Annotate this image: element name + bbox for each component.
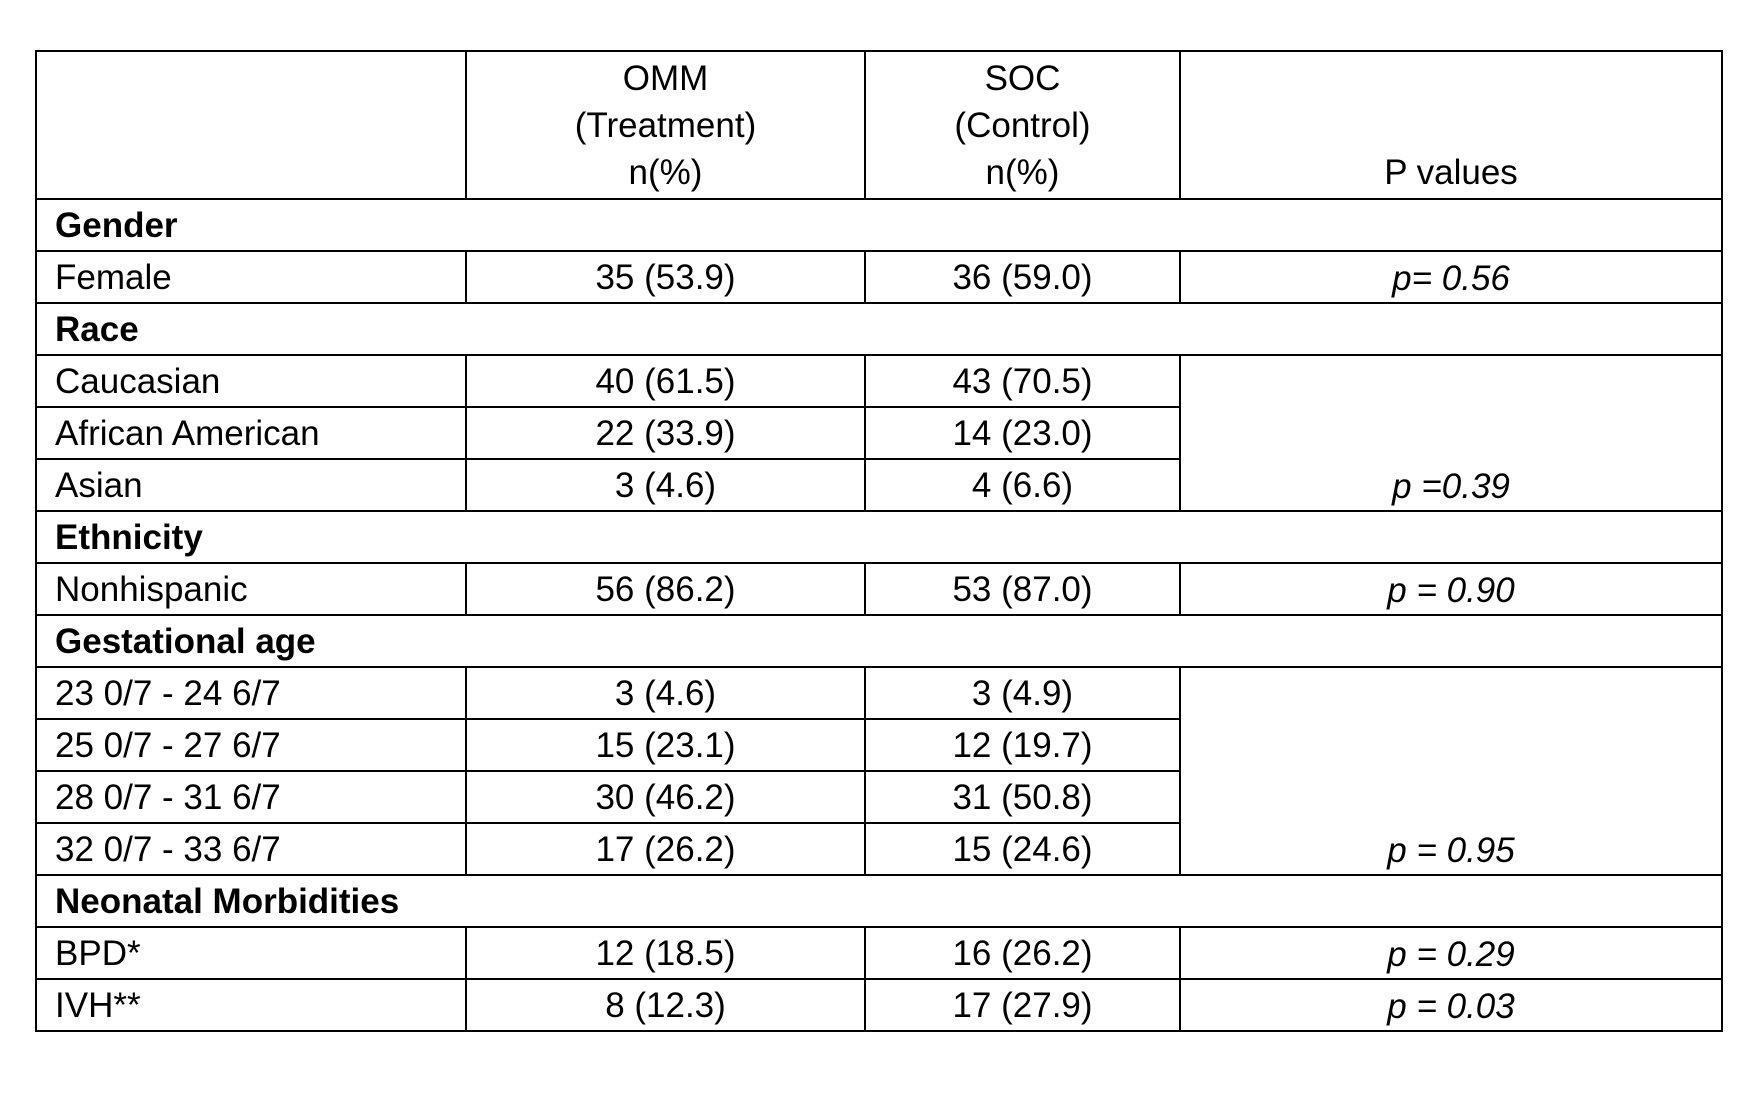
- header-p-values: P values: [1179, 50, 1723, 200]
- table-row: BPD* 12 (18.5) 16 (26.2) p = 0.29: [35, 926, 1723, 980]
- soc-value: 16 (26.2): [864, 926, 1181, 980]
- omm-value: 35 (53.9): [465, 250, 866, 304]
- omm-value: 15 (23.1): [465, 718, 866, 772]
- section-title: Ethnicity: [35, 510, 1723, 564]
- omm-value: 22 (33.9): [465, 406, 866, 460]
- table-row: 23 0/7 - 24 6/7 3 (4.6) 3 (4.9) p = 0.95: [35, 666, 1723, 876]
- table-row: IVH** 8 (12.3) 17 (27.9) p = 0.03: [35, 978, 1723, 1032]
- row-label: 28 0/7 - 31 6/7: [35, 770, 467, 824]
- row-label: Caucasian: [35, 354, 467, 408]
- row-label: 32 0/7 - 33 6/7: [35, 822, 467, 876]
- soc-value: 36 (59.0): [864, 250, 1181, 304]
- header-soc-line: (Control): [954, 106, 1091, 145]
- p-value: p = 0.90: [1179, 562, 1723, 616]
- section-title: Gestational age: [35, 614, 1723, 668]
- table-row: 25 0/7 - 27 6/7 15 (23.1) 12 (19.7): [35, 718, 1722, 772]
- header-omm: OMM (Treatment) n(%): [465, 50, 866, 200]
- p-value: p = 0.29: [1179, 926, 1723, 980]
- section-row-race: Race: [35, 302, 1723, 356]
- omm-value: 56 (86.2): [465, 562, 866, 616]
- row-label: African American: [35, 406, 467, 460]
- section-row-gender: Gender: [35, 198, 1723, 252]
- section-row-neonatal-morbidities: Neonatal Morbidities: [35, 874, 1723, 928]
- soc-value: 43 (70.5): [864, 354, 1181, 408]
- section-row-gestational-age: Gestational age: [35, 614, 1723, 668]
- p-value: p =0.39: [1179, 354, 1723, 512]
- row-label: 25 0/7 - 27 6/7: [35, 718, 467, 772]
- p-value: p = 0.95: [1179, 666, 1723, 876]
- header-omm-line: (Treatment): [574, 106, 757, 145]
- omm-value: 8 (12.3): [465, 978, 866, 1032]
- header-omm-line: n(%): [628, 153, 703, 192]
- header-soc-line: n(%): [985, 153, 1060, 192]
- soc-value: 17 (27.9): [864, 978, 1181, 1032]
- row-label: Nonhispanic: [35, 562, 467, 616]
- table-row: Female 35 (53.9) 36 (59.0) p= 0.56: [35, 250, 1723, 304]
- row-label: BPD*: [35, 926, 467, 980]
- soc-value: 31 (50.8): [864, 770, 1181, 824]
- table-header-row: OMM (Treatment) n(%) SOC (Control) n(%) …: [35, 50, 1723, 200]
- table-row: Asian 3 (4.6) 4 (6.6): [35, 458, 1722, 512]
- section-title: Race: [35, 302, 1723, 356]
- demographics-table: OMM (Treatment) n(%) SOC (Control) n(%) …: [35, 50, 1723, 1032]
- p-value: p = 0.03: [1179, 978, 1723, 1032]
- section-title: Neonatal Morbidities: [35, 874, 1723, 928]
- table-row: 32 0/7 - 33 6/7 17 (26.2) 15 (24.6): [35, 822, 1722, 876]
- table-row: Caucasian 40 (61.5) 43 (70.5) p =0.39: [35, 354, 1723, 512]
- row-label: 23 0/7 - 24 6/7: [35, 666, 467, 720]
- row-label: IVH**: [35, 978, 467, 1032]
- header-p-values-label: P values: [1384, 153, 1518, 192]
- section-title: Gender: [35, 198, 1723, 252]
- header-omm-line: OMM: [622, 59, 709, 98]
- soc-value: 4 (6.6): [864, 458, 1181, 512]
- omm-value: 17 (26.2): [465, 822, 866, 876]
- table-row: African American 22 (33.9) 14 (23.0): [35, 406, 1722, 460]
- omm-value: 40 (61.5): [465, 354, 866, 408]
- header-blank-cell: [35, 50, 467, 200]
- table-row: Nonhispanic 56 (86.2) 53 (87.0) p = 0.90: [35, 562, 1723, 616]
- row-label: Female: [35, 250, 467, 304]
- soc-value: 53 (87.0): [864, 562, 1181, 616]
- section-row-ethnicity: Ethnicity: [35, 510, 1723, 564]
- soc-value: 14 (23.0): [864, 406, 1181, 460]
- soc-value: 12 (19.7): [864, 718, 1181, 772]
- omm-value: 30 (46.2): [465, 770, 866, 824]
- omm-value: 12 (18.5): [465, 926, 866, 980]
- table-row: 28 0/7 - 31 6/7 30 (46.2) 31 (50.8): [35, 770, 1722, 824]
- header-soc: SOC (Control) n(%): [864, 50, 1181, 200]
- p-value: p= 0.56: [1179, 250, 1723, 304]
- soc-value: 3 (4.9): [864, 666, 1181, 720]
- row-label: Asian: [35, 458, 467, 512]
- omm-value: 3 (4.6): [465, 666, 866, 720]
- omm-value: 3 (4.6): [465, 458, 866, 512]
- header-soc-line: SOC: [984, 59, 1061, 98]
- soc-value: 15 (24.6): [864, 822, 1181, 876]
